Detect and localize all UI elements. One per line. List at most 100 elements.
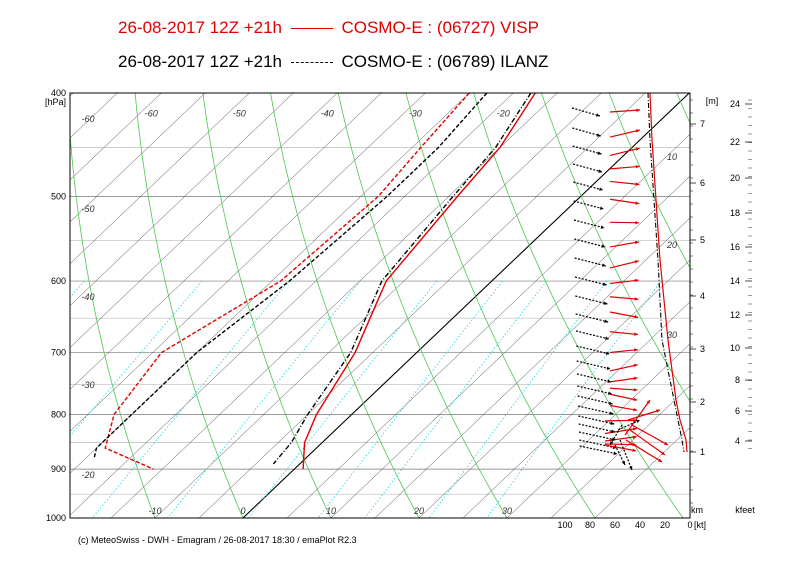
- pressure-tick-label: 700: [51, 348, 66, 358]
- ilanz-wind-arrow: [578, 431, 616, 441]
- height-kfeet-tick-label: 8: [735, 375, 740, 385]
- dry-adiabat: [541, 93, 690, 403]
- visp-wind-arrow-low: [629, 429, 666, 456]
- visp-temperature-line: [302, 93, 536, 470]
- mixing-ratio-line: [248, 280, 438, 518]
- mixing-ratio-line: [486, 280, 662, 518]
- visp-wind-arrow-low-head: [656, 409, 660, 413]
- ilanz-wind-arrow-low-head: [610, 441, 614, 445]
- isotherm: [374, 217, 690, 518]
- visp-wind-arrow-head: [634, 348, 638, 352]
- visp-wind-arrow: [604, 444, 637, 452]
- isotherm: [70, 93, 74, 97]
- isotherm: [70, 93, 514, 516]
- title-ilanz-run: 26-08-2017 12Z +21h: [118, 52, 282, 71]
- isotherm: [550, 385, 690, 518]
- visp-wind-arrow: [609, 311, 639, 318]
- ilanz-wind-arrow-head: [604, 319, 609, 323]
- ilanz-wind-arrow: [577, 405, 614, 415]
- ilanz-wind-arrow-low: [617, 419, 641, 431]
- plot-frame: [69, 92, 691, 519]
- visp-wind-arrow-head: [633, 407, 637, 412]
- height-km-tick-label: 5: [700, 235, 705, 245]
- ilanz-wind-arrow-head: [605, 351, 610, 355]
- visp-wind-arrow: [609, 404, 638, 411]
- ilanz-wind-arrow: [573, 181, 604, 191]
- wind-speed-tick-label: 40: [635, 520, 645, 530]
- isotherm: [110, 93, 558, 518]
- isotherm: [70, 93, 382, 390]
- visp-wind-arrow: [609, 364, 638, 372]
- isotherm-label: -10: [148, 506, 161, 516]
- visp-wind-arrow-head: [635, 164, 640, 169]
- profile-lines: [93, 93, 536, 470]
- visp-wind-arrow-low-head: [658, 458, 662, 462]
- ilanz-legend-line: [290, 62, 333, 64]
- pressure-tick-label: 500: [51, 191, 66, 201]
- title-visp: 26-08-2017 12Z +21h COSMO-E : (06727) VI…: [118, 18, 539, 38]
- visp-wind-speed-line: [649, 92, 688, 453]
- ilanz-wind-speed-line: [647, 92, 685, 453]
- ilanz-wind-arrow: [577, 395, 613, 405]
- mixing-ratio-line: [70, 280, 203, 437]
- visp-wind-arrow: [609, 241, 639, 248]
- ilanz-wind-arrow: [572, 127, 601, 137]
- ilanz-wind-arrow: [575, 330, 610, 340]
- pressure-tick-label: 400: [51, 88, 66, 98]
- pressure-tick-label: 1000: [46, 513, 66, 523]
- isotherm: [70, 93, 338, 348]
- height-kfeet-tick-label: 12: [730, 310, 740, 320]
- ilanz-wind-arrow-head: [610, 421, 615, 425]
- visp-wind-arrow: [609, 180, 640, 186]
- isotherm: [0, 93, 29, 518]
- isotherm-label: -30: [409, 108, 422, 118]
- ilanz-wind-arrow-low: [609, 424, 623, 446]
- mixing-ratio-line: [428, 280, 608, 518]
- mixing-ratio-line: [70, 280, 85, 299]
- wind-speed-tick-label: 60: [610, 520, 620, 530]
- ilanz-wind-arrow: [578, 415, 615, 425]
- isotherm: [70, 93, 118, 139]
- wind-speed-tick-label: 80: [585, 520, 595, 530]
- visp-wind-arrow-head: [634, 297, 639, 301]
- isotherm: [462, 301, 690, 518]
- height-kfeet-tick-label: 18: [730, 208, 740, 218]
- pressure-tick-label: 800: [51, 410, 66, 420]
- visp-wind-arrow-head: [633, 363, 638, 368]
- visp-wind-arrow-head: [635, 220, 639, 225]
- height-kfeet-tick-label: 10: [730, 343, 740, 353]
- ilanz-wind-arrow: [572, 145, 602, 155]
- ilanz-wind-arrow: [576, 360, 611, 370]
- visp-wind-arrow-head: [635, 182, 640, 186]
- ilanz-wind-arrow-head: [603, 301, 608, 305]
- isotherm: [330, 175, 690, 518]
- ilanz-wind-arrow: [574, 238, 606, 248]
- visp-wind-arrow: [604, 427, 637, 435]
- dry-adiabat: [202, 93, 332, 518]
- isotherm: [70, 93, 470, 474]
- wind-speed-tick-label: 20: [660, 520, 670, 530]
- ilanz-wind-arrow: [579, 439, 617, 449]
- isotherm: [70, 93, 294, 306]
- dry-adiabat-label: -30: [81, 380, 94, 390]
- wind-profile-label: 20: [666, 240, 677, 250]
- visp-wind-arrow-head: [633, 397, 638, 402]
- ilanz-wind-arrow: [576, 345, 610, 355]
- ilanz-wind-arrow-head: [601, 244, 606, 248]
- height-kfeet-tick-label: 16: [730, 242, 740, 252]
- wind-unit-label: [kt]: [694, 520, 706, 530]
- visp-wind-arrow: [609, 377, 638, 383]
- dry-adiabat: [270, 93, 420, 518]
- visp-wind-arrow-low: [627, 409, 661, 421]
- isotherm: [198, 93, 646, 518]
- ilanz-wind-arrow: [578, 423, 616, 433]
- visp-wind-arrow: [609, 387, 638, 391]
- dry-adiabat-label: -40: [81, 292, 94, 302]
- isotherm: [70, 93, 426, 432]
- ilanz-wind-arrow-head: [596, 133, 601, 137]
- isotherm-label: 20: [413, 506, 424, 516]
- visp-wind-arrow: [609, 279, 639, 285]
- ilanz-wind-arrow: [579, 445, 618, 455]
- ilanz-wind-arrow: [572, 163, 603, 173]
- isotherm-label: 10: [326, 506, 336, 516]
